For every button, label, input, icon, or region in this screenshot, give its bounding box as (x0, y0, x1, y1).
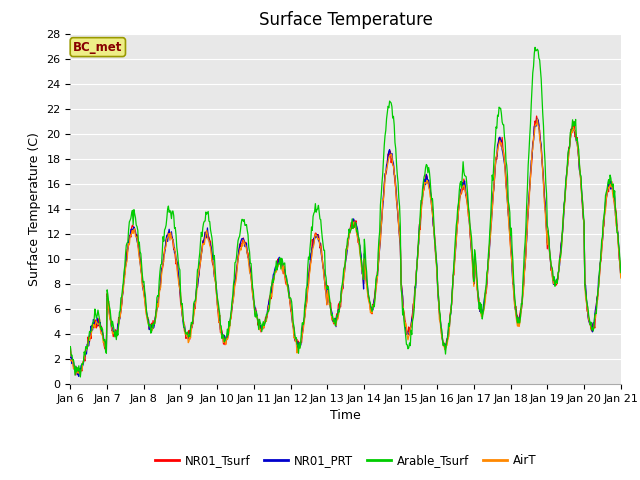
Y-axis label: Surface Temperature (C): Surface Temperature (C) (28, 132, 41, 286)
Legend: NR01_Tsurf, NR01_PRT, Arable_Tsurf, AirT: NR01_Tsurf, NR01_PRT, Arable_Tsurf, AirT (150, 449, 541, 472)
Text: BC_met: BC_met (73, 41, 122, 54)
X-axis label: Time: Time (330, 409, 361, 422)
Title: Surface Temperature: Surface Temperature (259, 11, 433, 29)
